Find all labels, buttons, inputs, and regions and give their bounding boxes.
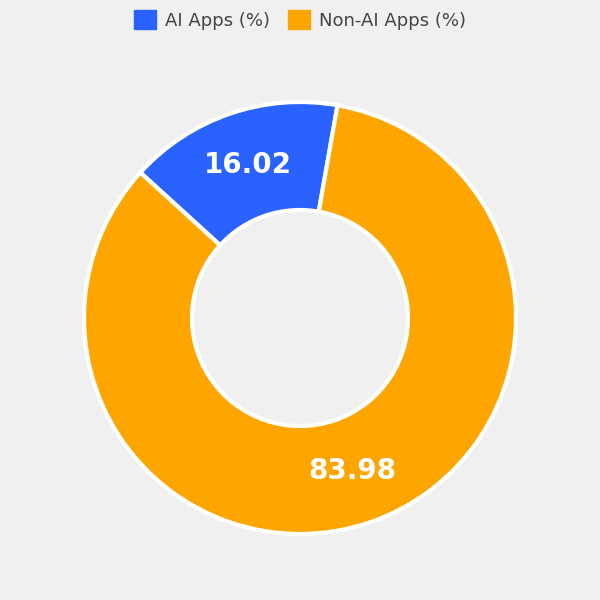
Text: 16.02: 16.02	[203, 151, 292, 179]
Legend: AI Apps (%), Non-AI Apps (%): AI Apps (%), Non-AI Apps (%)	[127, 3, 473, 37]
Wedge shape	[84, 105, 516, 534]
Wedge shape	[140, 102, 338, 245]
Text: 83.98: 83.98	[308, 457, 397, 485]
